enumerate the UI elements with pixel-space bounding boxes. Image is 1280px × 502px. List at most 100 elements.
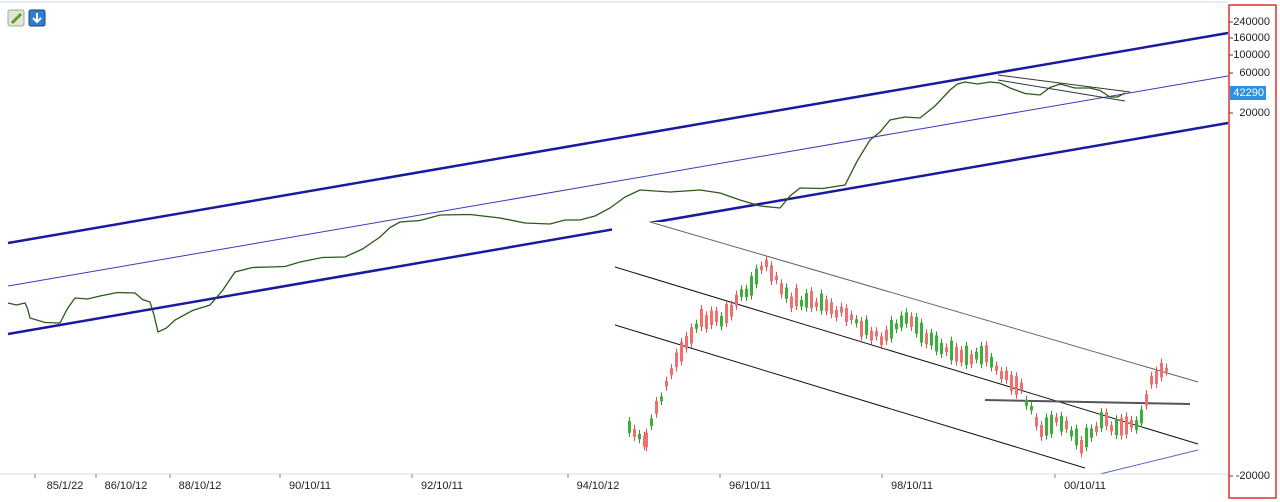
candle-body: [830, 302, 833, 315]
candle-body: [1135, 420, 1138, 430]
candle-body: [745, 288, 748, 298]
candle-body: [720, 315, 723, 327]
price-tick-label: 100000: [1233, 49, 1270, 61]
resistance-line: [984, 399, 1191, 405]
candle-body: [895, 323, 898, 330]
candle-body: [880, 336, 883, 346]
candle-body: [960, 349, 963, 363]
candle-body: [1015, 376, 1018, 395]
candle-body: [825, 299, 828, 312]
candle-body: [755, 268, 758, 285]
channel-upper: [7, 31, 1229, 245]
candle-body: [1025, 399, 1028, 406]
candle-body: [990, 356, 993, 368]
candle-body: [750, 276, 753, 296]
candle-body: [1155, 370, 1158, 384]
candle-body: [945, 347, 948, 353]
candle-body: [870, 330, 873, 341]
candle-body: [835, 309, 838, 318]
candle-body: [820, 293, 823, 311]
candle-body: [815, 301, 818, 308]
time-tick-label: 92/10/11: [421, 480, 463, 492]
price-axis: 240000 160000 100000 60000 20000 -20000: [1229, 16, 1270, 482]
candle-body: [985, 345, 988, 363]
candle-body: [770, 265, 773, 282]
candle-body: [628, 421, 631, 433]
candle-body: [965, 345, 968, 365]
candle-body: [650, 418, 653, 427]
time-tick-label: 90/10/11: [289, 480, 331, 492]
candle-body: [1020, 382, 1023, 391]
time-tick-label: 94/10/12: [577, 480, 620, 492]
current-price: 42290: [1233, 87, 1264, 99]
mini-channel: [997, 74, 1131, 93]
candle-body: [950, 340, 953, 361]
candle-body: [715, 310, 718, 322]
inset-panel: [612, 222, 1228, 484]
candle-body: [765, 259, 768, 268]
candle-body: [1145, 394, 1148, 406]
candle-body: [925, 333, 928, 345]
candle-body: [1050, 414, 1053, 434]
candle-body: [735, 294, 738, 306]
candle-body: [915, 317, 918, 334]
candle-body: [935, 335, 938, 352]
candle-body: [680, 341, 683, 362]
candle-body: [1075, 428, 1078, 446]
price-series: [7, 81, 1126, 333]
inset-channel-upper: [649, 221, 1199, 383]
candle-body: [1045, 417, 1048, 436]
mini-channel: [997, 79, 1126, 102]
time-tick-label: 00/10/11: [1064, 480, 1106, 492]
price-tick-label: 160000: [1233, 32, 1270, 44]
candle-body: [1140, 409, 1143, 424]
candle-body: [690, 327, 693, 344]
candle-body: [1165, 367, 1168, 372]
candle-body: [905, 312, 908, 324]
candle-body: [785, 287, 788, 299]
candle-body: [643, 435, 646, 447]
candle-body: [645, 432, 648, 448]
candle-body: [955, 346, 958, 362]
candle-body: [1150, 375, 1153, 385]
candle-body: [920, 322, 923, 343]
candle-body: [790, 296, 793, 309]
price-axis-panel: [1228, 4, 1277, 499]
candle-body: [930, 332, 933, 346]
candle-body: [875, 331, 878, 337]
candle-body: [845, 308, 848, 323]
price-tick-label: 20000: [1239, 107, 1270, 119]
candle-body: [1000, 371, 1003, 380]
candle-body: [800, 300, 803, 307]
candle-body: [860, 320, 863, 337]
candle-body: [805, 293, 808, 308]
candle-body: [1130, 419, 1133, 428]
candle-body: [660, 396, 663, 402]
candle-body: [775, 275, 778, 280]
time-tick-label: 88/10/12: [179, 480, 222, 492]
candle-body: [1100, 412, 1103, 429]
candle-body: [1055, 416, 1058, 423]
candle-body: [1030, 406, 1033, 411]
candle-body: [1070, 430, 1073, 437]
candle-body: [795, 287, 798, 307]
candle-body: [850, 314, 853, 321]
candle-body: [1120, 417, 1123, 436]
time-tick-label: 98/10/11: [891, 480, 933, 492]
candle-body: [1110, 425, 1113, 432]
candle-body: [810, 290, 813, 309]
candle-body: [705, 315, 708, 329]
time-axis: 85/1/22 86/10/12 88/10/12 90/10/11 92/10/11 9…: [34, 474, 1106, 492]
candle-body: [980, 345, 983, 365]
pencil-icon: [11, 13, 22, 24]
candle-body: [725, 303, 728, 324]
candle-body: [1035, 417, 1038, 427]
support-line: [1099, 449, 1199, 475]
candle-body: [1040, 425, 1043, 437]
candle-body: [1105, 412, 1108, 427]
candle-body: [865, 319, 868, 335]
candle-body: [910, 316, 913, 327]
candle-body: [975, 351, 978, 360]
candle-body: [1160, 362, 1163, 378]
